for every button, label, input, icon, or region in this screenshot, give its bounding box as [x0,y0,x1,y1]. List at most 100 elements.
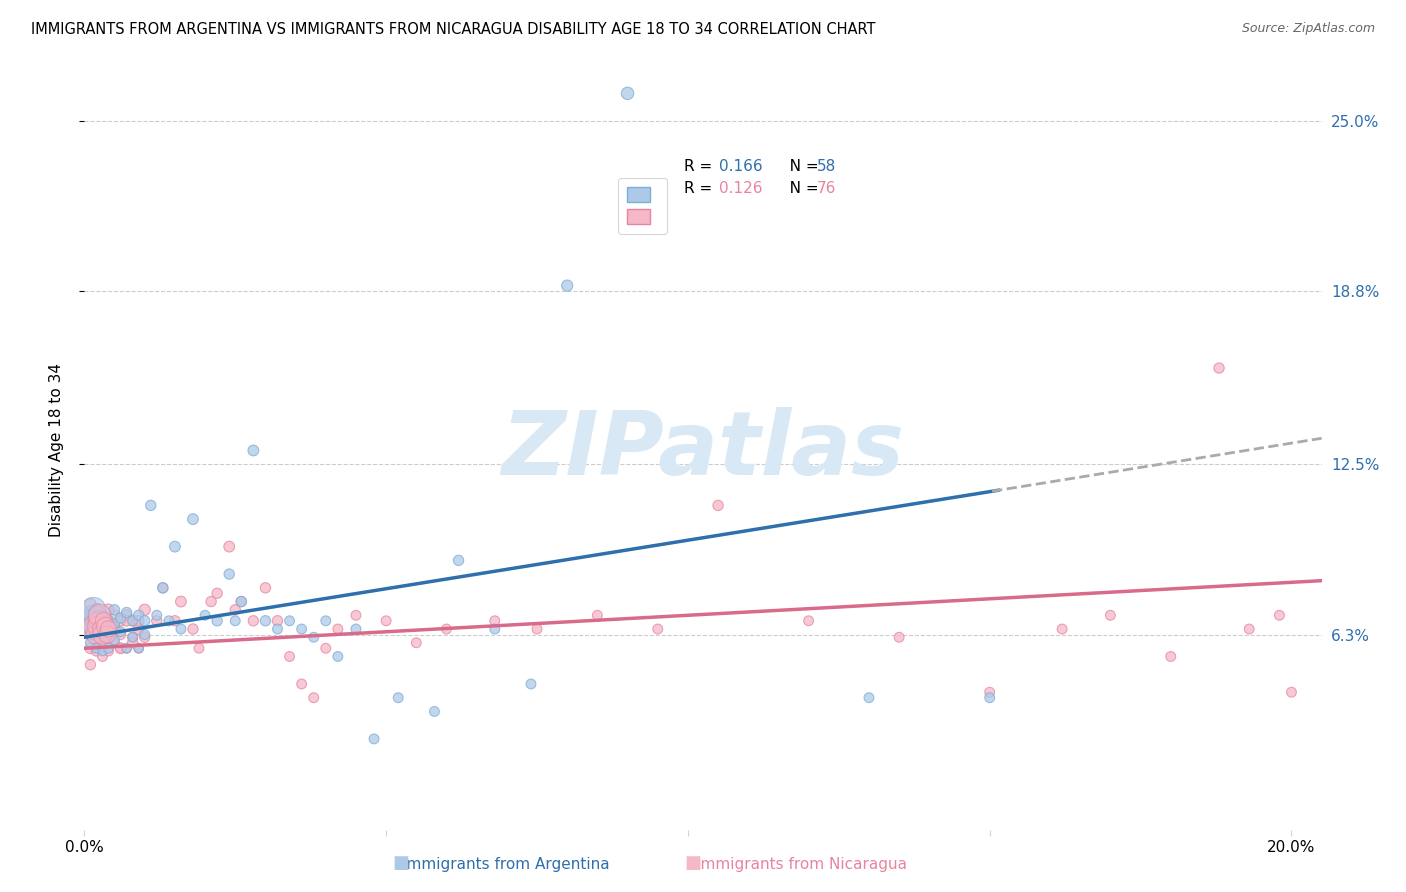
Point [134,630,156,644]
Point [163,614,186,628]
Point [344,622,367,636]
Point [266,614,288,628]
Point [79,641,101,656]
Point [520,677,543,691]
Point [200,594,222,608]
Point [291,677,314,691]
Point [86,644,108,658]
Point [79,608,101,623]
Text: 58: 58 [817,159,837,174]
Point [86,630,108,644]
Point [86,603,108,617]
Point [555,278,578,293]
Point [170,594,193,608]
Point [91,636,114,650]
Point [82,619,104,633]
Point [231,594,253,608]
Point [979,685,1001,699]
Point [979,690,1001,705]
Point [115,641,138,656]
Point [302,630,325,644]
Point [121,614,143,628]
Point [152,581,174,595]
Point [110,641,132,656]
Point [91,622,114,636]
Point [134,603,156,617]
Point [86,616,108,631]
Point [79,657,101,672]
Point [128,614,150,628]
Point [91,649,114,664]
Point [86,622,108,636]
Point [1268,608,1291,623]
Point [163,540,186,554]
Point [181,512,204,526]
Point [218,567,240,582]
Text: Source: ZipAtlas.com: Source: ZipAtlas.com [1241,22,1375,36]
Point [80,614,103,628]
Point [447,553,470,567]
Point [79,614,101,628]
Point [436,622,458,636]
Text: 76: 76 [817,181,837,196]
Point [1099,608,1122,623]
Point [363,731,385,746]
Point [858,690,880,705]
Point [97,641,120,656]
Point [139,499,162,513]
Y-axis label: Disability Age 18 to 34: Disability Age 18 to 34 [49,363,63,538]
Point [103,603,125,617]
Point [110,624,132,639]
Point [94,619,117,633]
Point [97,630,120,644]
Point [79,614,101,628]
Point [79,597,101,611]
Point [423,705,446,719]
Point [86,614,108,628]
Point [224,603,246,617]
Point [89,608,111,623]
Point [110,641,132,656]
Point [707,499,730,513]
Text: ■: ■ [392,855,409,872]
Point [134,614,156,628]
Point [152,581,174,595]
Point [97,603,120,617]
Point [103,616,125,631]
Text: 0.126: 0.126 [718,181,762,196]
Point [128,641,150,656]
Point [278,649,301,664]
Point [103,633,125,648]
Point [326,649,349,664]
Point [121,630,143,644]
Point [110,614,132,628]
Point [103,622,125,636]
Point [91,624,114,639]
Point [86,622,108,636]
Point [91,611,114,625]
Point [115,614,138,628]
Text: ■: ■ [685,855,702,872]
Point [526,622,548,636]
Point [254,614,277,628]
Text: 0.166: 0.166 [718,159,762,174]
Point [84,627,107,641]
Point [254,581,277,595]
Point [76,614,98,628]
Point [218,540,240,554]
Point [128,641,150,656]
Point [484,622,506,636]
Point [266,622,288,636]
Point [115,608,138,623]
Text: IMMIGRANTS FROM ARGENTINA VS IMMIGRANTS FROM NICARAGUA DISABILITY AGE 18 TO 34 C: IMMIGRANTS FROM ARGENTINA VS IMMIGRANTS … [31,22,876,37]
Text: Immigrants from Argentina: Immigrants from Argentina [402,857,610,872]
Point [97,627,120,641]
Point [97,622,120,636]
Text: N =: N = [775,181,824,196]
Point [86,641,108,656]
Point [375,614,398,628]
Point [157,614,180,628]
Point [302,690,325,705]
Point [86,619,108,633]
Point [90,622,112,636]
